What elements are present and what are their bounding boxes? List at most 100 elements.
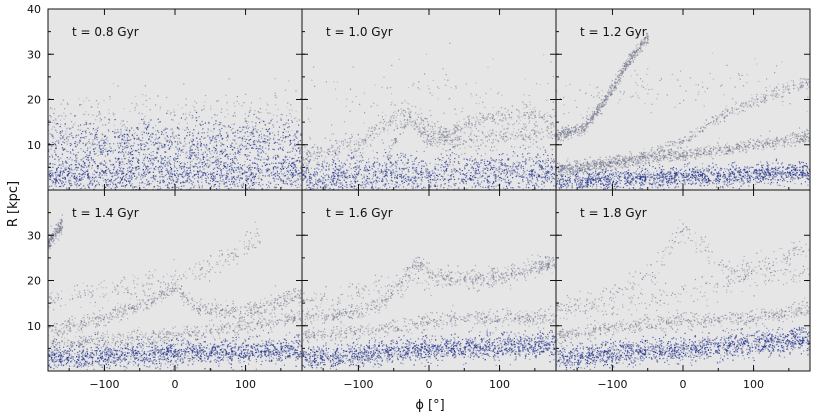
particle [341, 162, 342, 163]
particle [421, 122, 422, 123]
particle [260, 185, 261, 186]
particle [511, 170, 512, 171]
particle [145, 154, 146, 155]
particle [288, 171, 289, 172]
particle [454, 168, 455, 169]
particle [536, 142, 537, 143]
particle [64, 119, 65, 120]
particle [247, 154, 248, 155]
particle [227, 146, 228, 147]
particle [550, 168, 551, 169]
particle [197, 141, 198, 142]
particle [523, 137, 524, 138]
particle [250, 180, 251, 181]
particle [79, 142, 80, 143]
particle [224, 116, 225, 117]
particle [262, 150, 263, 151]
particle [51, 108, 52, 109]
particle [535, 125, 536, 126]
particle [251, 174, 252, 175]
particle [105, 116, 106, 117]
particle [251, 179, 252, 180]
particle [440, 167, 441, 168]
particle [372, 184, 373, 185]
particle [408, 171, 409, 172]
particle [476, 164, 477, 165]
particle [454, 185, 455, 186]
particle [352, 175, 353, 176]
particle [80, 130, 81, 131]
particle [56, 177, 57, 178]
particle [360, 152, 361, 153]
particle [418, 178, 419, 179]
particle [393, 171, 394, 172]
particle [361, 174, 362, 175]
particle [113, 169, 114, 170]
particle [415, 106, 416, 107]
particle [281, 119, 282, 120]
particle [194, 101, 195, 102]
particle [166, 113, 167, 114]
particle [221, 128, 222, 129]
particle [548, 160, 549, 161]
particle [144, 165, 145, 166]
particle [466, 183, 467, 184]
particle [210, 108, 211, 109]
particle [368, 137, 369, 138]
particle [119, 143, 120, 144]
particle [354, 151, 355, 152]
particle [103, 165, 104, 166]
particle [164, 160, 165, 161]
particle [331, 176, 332, 177]
particle [280, 148, 281, 149]
particle [67, 144, 68, 145]
particle [285, 90, 286, 91]
particle [119, 163, 120, 164]
particle [119, 170, 120, 171]
particle [289, 152, 290, 153]
particle [500, 177, 501, 178]
particle [553, 185, 554, 186]
particle [110, 98, 111, 99]
particle [437, 185, 438, 186]
particle [313, 160, 314, 161]
particle [159, 183, 160, 184]
particle [145, 183, 146, 184]
y-tick-label: 20 [27, 94, 41, 107]
particle [507, 172, 508, 173]
particle [489, 185, 490, 186]
particle [220, 170, 221, 171]
particle [434, 177, 435, 178]
particle [353, 167, 354, 168]
particle [485, 153, 486, 154]
particle [503, 170, 504, 171]
particle [400, 153, 401, 154]
particle [266, 135, 267, 136]
particle [211, 139, 212, 140]
particle [434, 172, 435, 173]
particle [152, 177, 153, 178]
particle [401, 175, 402, 176]
particle [240, 175, 241, 176]
particle [139, 182, 140, 183]
particle [381, 169, 382, 170]
particle [333, 174, 334, 175]
particle [167, 136, 168, 137]
particle [326, 166, 327, 167]
particle [265, 143, 266, 144]
particle [131, 169, 132, 170]
particle [377, 136, 378, 137]
particle [379, 128, 380, 129]
particle [228, 127, 229, 128]
particle [233, 139, 234, 140]
particle [172, 119, 173, 120]
particle [269, 137, 270, 138]
particle [183, 177, 184, 178]
particle [324, 162, 325, 163]
particle [226, 173, 227, 174]
particle [294, 164, 295, 165]
particle [494, 175, 495, 176]
particle [540, 165, 541, 166]
particle [554, 134, 555, 135]
particle [305, 177, 306, 178]
